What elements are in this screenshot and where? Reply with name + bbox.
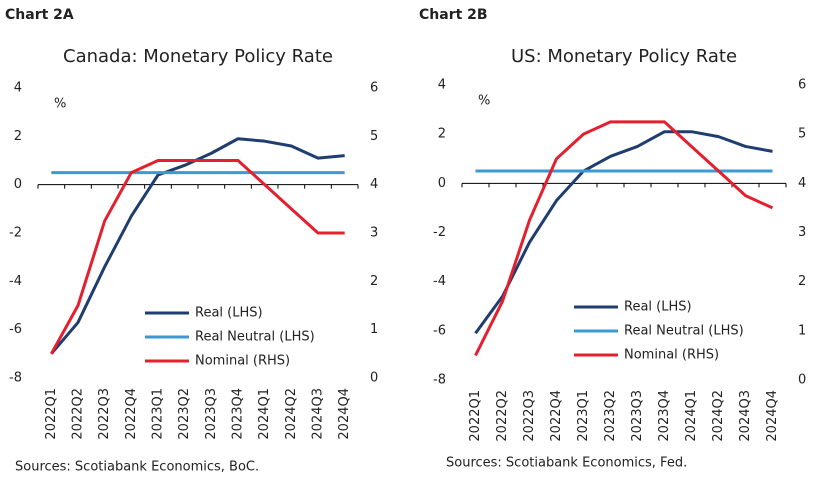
line-series: [474, 130, 773, 335]
x-tick-label: 2024Q4: [337, 388, 352, 440]
chart-label: Chart 2A: [5, 7, 74, 23]
x-tick-label: 2024Q4: [765, 390, 780, 442]
y-tick-label: -8: [9, 371, 22, 386]
y2-tick-label: 4: [370, 177, 378, 192]
y2-tick-label: 2: [370, 274, 378, 289]
x-tick-label: 2023Q3: [204, 388, 219, 440]
y2-tick-label: 5: [798, 127, 806, 142]
y-tick-label: 0: [14, 177, 22, 192]
x-tick-label: 2022Q3: [522, 390, 537, 442]
x-tick-label: 2023Q2: [177, 388, 192, 440]
y-tick-label: 4: [438, 78, 446, 93]
y2-tick-label: 3: [370, 226, 378, 241]
y-tick-label: -2: [433, 225, 446, 240]
y-tick-label: -6: [433, 323, 446, 338]
y2-tick-label: 0: [798, 373, 806, 388]
x-tick-label: 2024Q2: [284, 388, 299, 440]
y2-tick-label: 4: [798, 176, 806, 191]
x-tick-label: 2022Q4: [124, 388, 139, 440]
x-tick-label: 2024Q1: [257, 388, 272, 440]
x-tick-label: 2023Q4: [231, 388, 246, 440]
y-tick-label: -8: [433, 373, 446, 388]
x-tick-label: 2022Q4: [549, 390, 564, 442]
source-note: Sources: Scotiabank Economics, Fed.: [446, 456, 687, 471]
y-tick-label: 4: [14, 81, 22, 96]
unit-label: %: [54, 97, 66, 112]
x-tick-label: 2022Q2: [495, 390, 510, 442]
line-series: [474, 120, 774, 357]
x-tick-label: 2024Q3: [311, 388, 326, 440]
x-tick-label: 2024Q1: [684, 390, 699, 442]
line-series: [50, 159, 345, 355]
y-tick-label: 2: [14, 129, 22, 144]
y2-tick-label: 1: [798, 323, 806, 338]
legend-label: Real Neutral (LHS): [624, 324, 744, 339]
y2-tick-label: 6: [370, 81, 378, 96]
unit-label: %: [478, 94, 490, 109]
y2-tick-label: 1: [370, 322, 378, 337]
legend-label: Nominal (RHS): [624, 348, 719, 363]
y-tick-label: -6: [9, 322, 22, 337]
y2-tick-label: 2: [798, 274, 806, 289]
legend-label: Real (LHS): [195, 306, 263, 321]
y-tick-label: -4: [433, 274, 446, 289]
y-tick-label: -4: [9, 274, 22, 289]
x-tick-label: 2024Q3: [738, 390, 753, 442]
legend-label: Real Neutral (LHS): [195, 330, 315, 345]
x-tick-label: 2023Q2: [603, 390, 618, 442]
x-tick-label: 2023Q1: [151, 388, 166, 440]
chart-title: US: Monetary Policy Rate: [511, 46, 737, 67]
y-tick-label: 0: [438, 176, 446, 191]
y2-tick-label: 5: [370, 129, 378, 144]
y-tick-label: 2: [438, 127, 446, 142]
x-tick-label: 2022Q2: [71, 388, 86, 440]
x-tick-label: 2022Q1: [44, 388, 59, 440]
x-tick-label: 2022Q3: [97, 388, 112, 440]
y2-tick-label: 3: [798, 225, 806, 240]
x-tick-label: 2024Q2: [711, 390, 726, 442]
x-tick-label: 2023Q1: [576, 390, 591, 442]
legend-label: Real (LHS): [624, 300, 692, 315]
y-tick-label: -2: [9, 226, 22, 241]
chart-title: Canada: Monetary Policy Rate: [63, 46, 333, 67]
y2-tick-label: 6: [798, 78, 806, 93]
x-tick-label: 2023Q4: [657, 390, 672, 442]
legend-label: Nominal (RHS): [195, 354, 290, 369]
x-tick-label: 2023Q3: [630, 390, 645, 442]
source-note: Sources: Scotiabank Economics, BoC.: [15, 460, 259, 475]
x-tick-label: 2022Q1: [468, 390, 483, 442]
chart-label: Chart 2B: [419, 7, 488, 23]
y2-tick-label: 0: [370, 371, 378, 386]
